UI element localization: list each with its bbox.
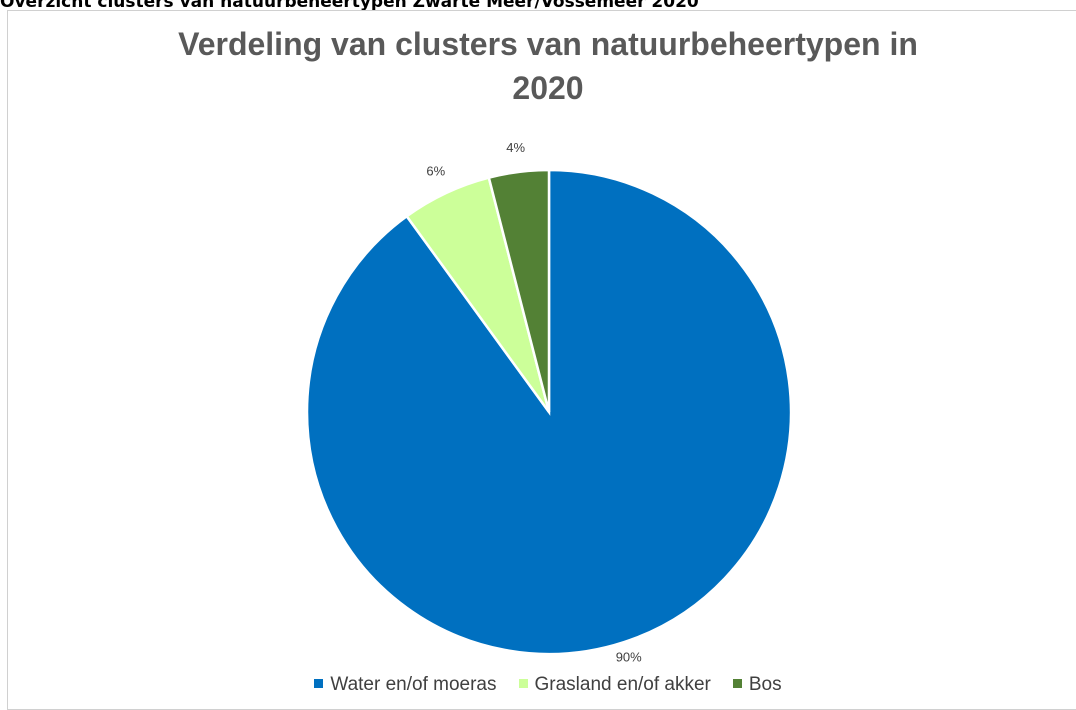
pie-slice-bos bbox=[487, 168, 551, 413]
data-label-grasland-en-of-akker: 6% bbox=[426, 163, 445, 178]
chart-title-line-2: 2020 bbox=[512, 70, 584, 106]
legend-swatch bbox=[732, 679, 742, 688]
chart-title-line-1: Verdeling van clusters van natuurbeheert… bbox=[178, 26, 918, 62]
legend-label: Grasland en/of akker bbox=[534, 674, 711, 695]
page-heading: Overzicht clusters van natuurbeheertypen… bbox=[0, 0, 699, 12]
chart-legend: Water en/of moeras Grasland en/of akker Bo… bbox=[0, 674, 1076, 696]
data-label-bos: 4% bbox=[506, 140, 525, 155]
legend-item-water-en-of-moeras: Water en/of moeras bbox=[314, 674, 497, 696]
legend-item-bos: Bos bbox=[732, 674, 782, 696]
chart-title: Verdeling van clusters van natuurbeheert… bbox=[0, 22, 1076, 110]
legend-label: Bos bbox=[748, 674, 782, 695]
legend-label: Water en/of moeras bbox=[330, 674, 497, 695]
data-label-water-en-of-moeras: 90% bbox=[616, 649, 642, 664]
legend-swatch bbox=[518, 679, 528, 688]
legend-swatch bbox=[314, 679, 324, 688]
legend-item-grasland-en-of-akker: Grasland en/of akker bbox=[518, 674, 711, 696]
